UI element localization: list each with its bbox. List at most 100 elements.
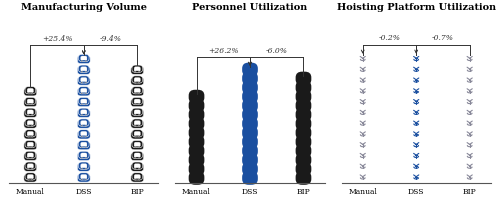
Text: BIP: BIP: [463, 188, 476, 196]
Circle shape: [302, 122, 304, 123]
FancyBboxPatch shape: [242, 126, 258, 140]
Circle shape: [86, 59, 87, 60]
FancyBboxPatch shape: [80, 110, 87, 114]
FancyBboxPatch shape: [78, 108, 89, 115]
Circle shape: [249, 158, 251, 159]
Circle shape: [85, 82, 86, 83]
FancyBboxPatch shape: [78, 173, 89, 180]
Circle shape: [32, 114, 33, 115]
Circle shape: [138, 146, 140, 148]
Circle shape: [81, 114, 82, 115]
FancyBboxPatch shape: [27, 121, 34, 125]
Circle shape: [249, 67, 251, 69]
Circle shape: [32, 156, 34, 157]
Circle shape: [302, 104, 304, 105]
FancyBboxPatch shape: [242, 72, 258, 85]
FancyBboxPatch shape: [188, 117, 204, 131]
Circle shape: [139, 145, 140, 146]
FancyBboxPatch shape: [296, 81, 312, 94]
FancyBboxPatch shape: [78, 142, 90, 150]
Circle shape: [249, 149, 251, 150]
Circle shape: [81, 179, 82, 180]
FancyBboxPatch shape: [25, 108, 35, 115]
FancyBboxPatch shape: [132, 140, 142, 148]
FancyBboxPatch shape: [132, 162, 142, 169]
FancyBboxPatch shape: [131, 153, 143, 161]
FancyBboxPatch shape: [131, 120, 143, 128]
FancyBboxPatch shape: [78, 119, 89, 126]
FancyBboxPatch shape: [242, 171, 258, 185]
Circle shape: [81, 156, 82, 157]
Circle shape: [249, 167, 251, 169]
FancyBboxPatch shape: [132, 65, 142, 72]
FancyBboxPatch shape: [24, 153, 37, 161]
FancyBboxPatch shape: [132, 151, 142, 158]
FancyBboxPatch shape: [131, 77, 143, 85]
Circle shape: [32, 145, 34, 146]
FancyBboxPatch shape: [132, 87, 142, 94]
Circle shape: [85, 71, 86, 72]
Circle shape: [134, 125, 136, 126]
FancyBboxPatch shape: [27, 175, 34, 178]
Circle shape: [249, 176, 251, 178]
Circle shape: [134, 167, 136, 168]
Circle shape: [196, 104, 198, 105]
Text: DSS: DSS: [76, 188, 92, 196]
Circle shape: [81, 59, 82, 60]
Circle shape: [81, 124, 82, 125]
Circle shape: [81, 102, 82, 103]
Circle shape: [28, 146, 29, 148]
FancyBboxPatch shape: [242, 99, 258, 112]
Circle shape: [81, 125, 82, 126]
FancyBboxPatch shape: [24, 120, 37, 128]
FancyBboxPatch shape: [188, 90, 204, 103]
Text: Manual: Manual: [348, 188, 377, 196]
Circle shape: [32, 168, 33, 169]
FancyBboxPatch shape: [78, 109, 90, 117]
FancyBboxPatch shape: [78, 88, 90, 96]
Circle shape: [134, 103, 136, 105]
Circle shape: [302, 86, 304, 87]
Circle shape: [85, 168, 86, 169]
Circle shape: [138, 82, 140, 83]
FancyBboxPatch shape: [25, 119, 35, 126]
Circle shape: [138, 157, 140, 159]
FancyBboxPatch shape: [188, 162, 204, 176]
Text: -9.4%: -9.4%: [100, 35, 122, 43]
Circle shape: [302, 76, 304, 78]
Text: Manual: Manual: [16, 188, 45, 196]
FancyBboxPatch shape: [24, 174, 37, 182]
Circle shape: [134, 168, 136, 169]
Circle shape: [138, 71, 140, 72]
FancyBboxPatch shape: [242, 144, 258, 158]
Circle shape: [302, 140, 304, 141]
FancyBboxPatch shape: [24, 163, 37, 171]
Circle shape: [134, 80, 136, 82]
FancyBboxPatch shape: [242, 135, 258, 149]
Circle shape: [81, 134, 82, 135]
FancyBboxPatch shape: [78, 77, 90, 85]
Circle shape: [28, 125, 29, 126]
Circle shape: [32, 124, 34, 125]
FancyBboxPatch shape: [188, 153, 204, 167]
Circle shape: [81, 177, 82, 179]
FancyBboxPatch shape: [78, 131, 90, 139]
FancyBboxPatch shape: [131, 131, 143, 139]
Title: Manufacturing Volume: Manufacturing Volume: [21, 3, 147, 12]
FancyBboxPatch shape: [24, 99, 37, 107]
Circle shape: [32, 102, 34, 103]
Text: Manual: Manual: [182, 188, 211, 196]
Circle shape: [196, 167, 198, 169]
Circle shape: [138, 103, 140, 105]
FancyBboxPatch shape: [242, 117, 258, 131]
FancyBboxPatch shape: [78, 130, 89, 137]
FancyBboxPatch shape: [80, 142, 87, 146]
FancyBboxPatch shape: [25, 97, 35, 105]
FancyBboxPatch shape: [78, 65, 89, 72]
Circle shape: [302, 149, 304, 150]
Circle shape: [81, 91, 82, 92]
Circle shape: [138, 93, 140, 94]
Text: BIP: BIP: [130, 188, 144, 196]
FancyBboxPatch shape: [296, 144, 312, 158]
Circle shape: [196, 113, 198, 114]
